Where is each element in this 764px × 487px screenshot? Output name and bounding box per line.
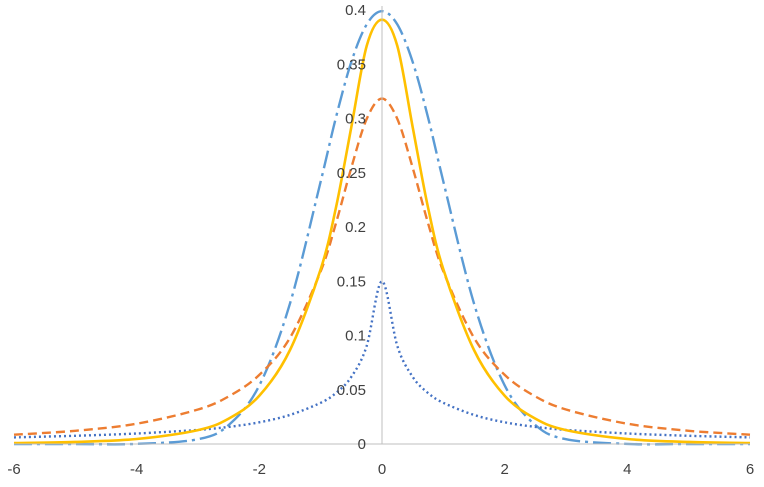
- y-tick-label: 0.05: [337, 382, 366, 399]
- x-tick-labels: -6 -4 -2 0 2 4 6: [7, 461, 754, 478]
- y-tick-labels: 0 0.05 0.1 0.15 0.2 0.25 0.3 0.35 0.4: [337, 2, 366, 453]
- x-tick-label: -6: [7, 461, 20, 478]
- y-tick-label: 0.15: [337, 273, 366, 290]
- y-tick-label: 0.1: [345, 328, 366, 345]
- y-tick-label: 0.35: [337, 56, 366, 73]
- x-tick-label: 2: [500, 461, 508, 478]
- y-tick-label: 0.2: [345, 219, 366, 236]
- x-tick-label: -2: [253, 461, 266, 478]
- y-tick-label: 0.3: [345, 111, 366, 128]
- x-tick-label: 0: [378, 461, 386, 478]
- x-tick-label: 6: [746, 461, 754, 478]
- x-tick-label: 4: [623, 461, 631, 478]
- x-tick-label: -4: [130, 461, 143, 478]
- y-tick-label: 0.25: [337, 165, 366, 182]
- y-tick-label: 0.4: [345, 2, 366, 19]
- y-tick-label: 0: [358, 436, 366, 453]
